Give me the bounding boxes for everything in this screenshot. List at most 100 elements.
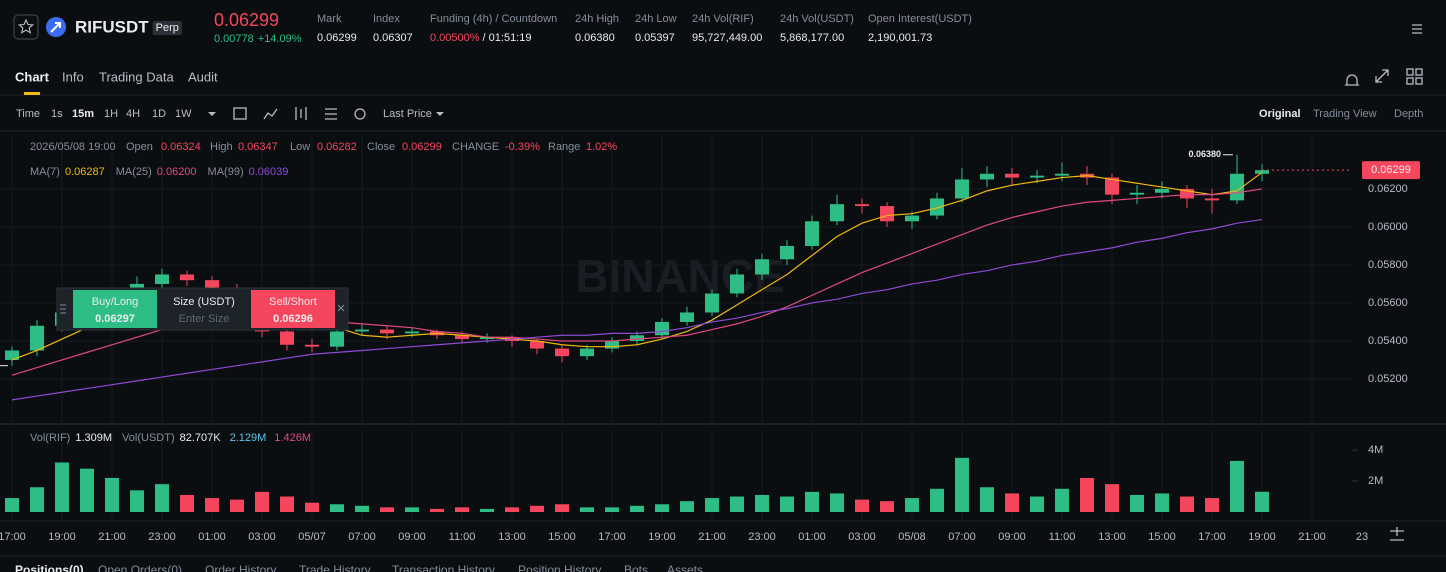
volume-bar xyxy=(255,491,269,512)
x-tick-label: 03:00 xyxy=(848,531,876,543)
candle-body xyxy=(1230,173,1244,201)
candle-body xyxy=(330,331,344,347)
tab[interactable]: Trading Data xyxy=(99,69,174,84)
x-tick-label: 21:00 xyxy=(698,531,726,543)
legend-value: 1.426M xyxy=(274,432,311,444)
interval[interactable]: 1D xyxy=(152,108,166,120)
price-type[interactable]: Last Price xyxy=(383,108,432,120)
tab[interactable]: Info xyxy=(62,69,84,84)
bottom-tab[interactable]: Bots xyxy=(624,563,648,572)
stat-value: / 01:51:19 xyxy=(483,32,532,44)
badge-bg xyxy=(152,21,182,35)
view-option[interactable]: Trading View xyxy=(1313,108,1377,120)
volume-bar xyxy=(805,491,819,512)
legend-value: 1.02% xyxy=(586,141,617,153)
volume-bar xyxy=(180,494,194,512)
interval[interactable]: Time xyxy=(16,108,40,120)
bottom-tab[interactable]: Assets xyxy=(667,563,703,572)
volume-bar xyxy=(155,484,169,512)
candle-body xyxy=(655,321,669,336)
bottom-tab[interactable]: Positions(0) xyxy=(15,563,84,572)
high-marker: 0.06380 xyxy=(1188,149,1221,159)
x-tick-label: 13:00 xyxy=(498,531,526,543)
fullscreen-icon[interactable] xyxy=(1375,69,1389,83)
time-axis-icon[interactable] xyxy=(1390,527,1404,541)
x-tick-label: 01:00 xyxy=(798,531,826,543)
sell-label: Sell/Short xyxy=(269,296,317,308)
volume-bar xyxy=(1255,491,1269,512)
menu-icon[interactable] xyxy=(1412,24,1422,34)
y-tick-label: 0.05200 xyxy=(1368,373,1408,385)
view-option[interactable]: Depth xyxy=(1394,108,1423,120)
template-icon[interactable] xyxy=(354,108,366,120)
interval[interactable]: 1W xyxy=(175,108,192,120)
x-tick-label: 15:00 xyxy=(548,531,576,543)
x-tick-label: 19:00 xyxy=(1248,531,1276,543)
volume-bar xyxy=(1230,460,1244,512)
size-input[interactable] xyxy=(157,290,251,328)
stat-label: 24h High xyxy=(575,13,619,25)
layout-icon[interactable] xyxy=(1406,68,1414,76)
candle-icon[interactable] xyxy=(295,107,307,120)
interval-dropdown[interactable] xyxy=(208,112,216,116)
interval[interactable]: 15m xyxy=(72,108,94,120)
layout-icon xyxy=(1415,77,1423,85)
legend-value: 2.129M xyxy=(230,432,267,444)
legend-value: 0.06324 xyxy=(161,141,201,153)
candle-body xyxy=(455,335,469,340)
stat-label: 24h Vol(RIF) xyxy=(692,13,754,25)
candle-body xyxy=(405,331,419,334)
interval[interactable]: 1s xyxy=(51,108,63,120)
volume-bar xyxy=(280,496,294,512)
volume-bar xyxy=(980,487,994,512)
volume-bar xyxy=(580,507,594,512)
favorite-button[interactable] xyxy=(13,14,39,40)
indicator-icon[interactable] xyxy=(263,108,278,120)
stat-label: 24h Vol(USDT) xyxy=(780,13,854,25)
candle-body xyxy=(1055,173,1069,176)
tab[interactable]: Chart xyxy=(15,69,50,84)
bottom-tab[interactable]: Position History xyxy=(518,563,601,572)
x-tick-label: 05/07 xyxy=(298,531,326,543)
toolbar-icons xyxy=(233,24,1423,541)
volume-bar xyxy=(1005,493,1019,512)
legend-value: -0.39% xyxy=(505,141,540,153)
candle-body xyxy=(530,340,544,349)
bottom-tab[interactable]: Trade History xyxy=(299,563,371,572)
volume-bar xyxy=(430,508,444,512)
volume-bar xyxy=(380,507,394,512)
volume-bar xyxy=(1155,493,1169,512)
price-change: 0.00778 xyxy=(214,33,254,45)
buy-button[interactable] xyxy=(73,290,157,328)
volume-bar xyxy=(330,504,344,512)
alert-icon[interactable] xyxy=(1344,74,1360,86)
bottom-tab[interactable]: Open Orders(0) xyxy=(98,563,182,572)
legend-label: Vol(RIF) xyxy=(30,432,70,444)
volume-bar xyxy=(705,498,719,512)
price-type-caret xyxy=(435,112,444,116)
candle-body xyxy=(1255,170,1269,174)
x-tick-label: 17:00 xyxy=(1198,531,1226,543)
watermark: BINANCE xyxy=(575,250,785,302)
sell-button[interactable] xyxy=(251,290,335,328)
y-tick-label: 0.05800 xyxy=(1368,259,1408,271)
candle-body xyxy=(30,325,44,351)
volume-bar xyxy=(30,487,44,512)
close-icon[interactable] xyxy=(337,304,345,312)
candle-body xyxy=(305,344,319,347)
calendar-icon[interactable] xyxy=(233,107,247,120)
legend-value: 1.309M xyxy=(75,432,112,444)
bottom-tab[interactable]: Order History xyxy=(205,563,276,572)
candle-body xyxy=(580,348,594,357)
interval[interactable]: 1H xyxy=(104,108,118,120)
bottom-tab[interactable]: Transaction History xyxy=(392,563,495,572)
y-tick-label: 0.05600 xyxy=(1368,297,1408,309)
settings-icon[interactable] xyxy=(325,108,337,120)
view-option[interactable]: Original xyxy=(1259,108,1301,120)
volume xyxy=(5,457,1269,512)
tab[interactable]: Audit xyxy=(188,69,218,84)
x-tick-label: 11:00 xyxy=(449,531,476,543)
interval[interactable]: 4H xyxy=(126,108,140,120)
stat-value: 5,868,177.00 xyxy=(780,32,844,44)
